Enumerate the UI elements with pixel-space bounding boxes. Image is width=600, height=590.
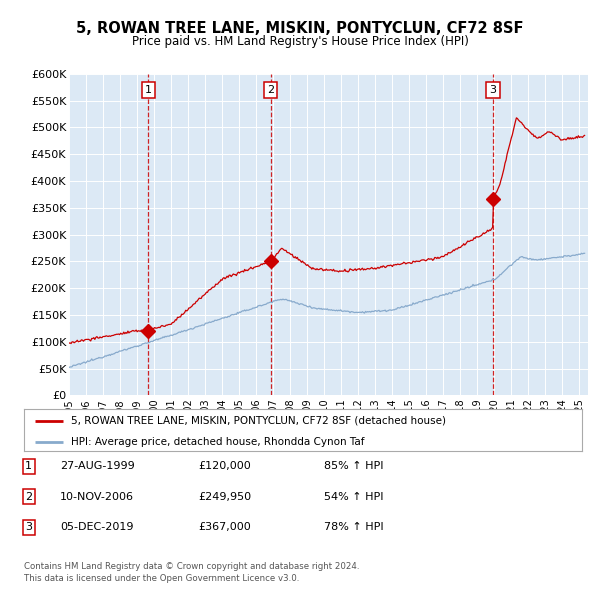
Text: Contains HM Land Registry data © Crown copyright and database right 2024.
This d: Contains HM Land Registry data © Crown c… xyxy=(24,562,359,583)
Text: 1: 1 xyxy=(145,85,152,95)
Text: £367,000: £367,000 xyxy=(198,523,251,532)
Text: 78% ↑ HPI: 78% ↑ HPI xyxy=(324,523,383,532)
Text: Price paid vs. HM Land Registry's House Price Index (HPI): Price paid vs. HM Land Registry's House … xyxy=(131,35,469,48)
Text: 54% ↑ HPI: 54% ↑ HPI xyxy=(324,492,383,502)
Text: 5, ROWAN TREE LANE, MISKIN, PONTYCLUN, CF72 8SF: 5, ROWAN TREE LANE, MISKIN, PONTYCLUN, C… xyxy=(76,21,524,35)
Text: 3: 3 xyxy=(490,85,497,95)
Text: 10-NOV-2006: 10-NOV-2006 xyxy=(60,492,134,502)
Text: HPI: Average price, detached house, Rhondda Cynon Taf: HPI: Average price, detached house, Rhon… xyxy=(71,437,365,447)
Text: £249,950: £249,950 xyxy=(198,492,251,502)
Text: 3: 3 xyxy=(25,523,32,532)
Text: 2: 2 xyxy=(25,492,32,502)
Text: 27-AUG-1999: 27-AUG-1999 xyxy=(60,461,135,471)
Text: 5, ROWAN TREE LANE, MISKIN, PONTYCLUN, CF72 8SF (detached house): 5, ROWAN TREE LANE, MISKIN, PONTYCLUN, C… xyxy=(71,416,446,426)
Text: £120,000: £120,000 xyxy=(198,461,251,471)
Text: 1: 1 xyxy=(25,461,32,471)
Text: 2: 2 xyxy=(267,85,274,95)
Text: 05-DEC-2019: 05-DEC-2019 xyxy=(60,523,133,532)
Text: 85% ↑ HPI: 85% ↑ HPI xyxy=(324,461,383,471)
